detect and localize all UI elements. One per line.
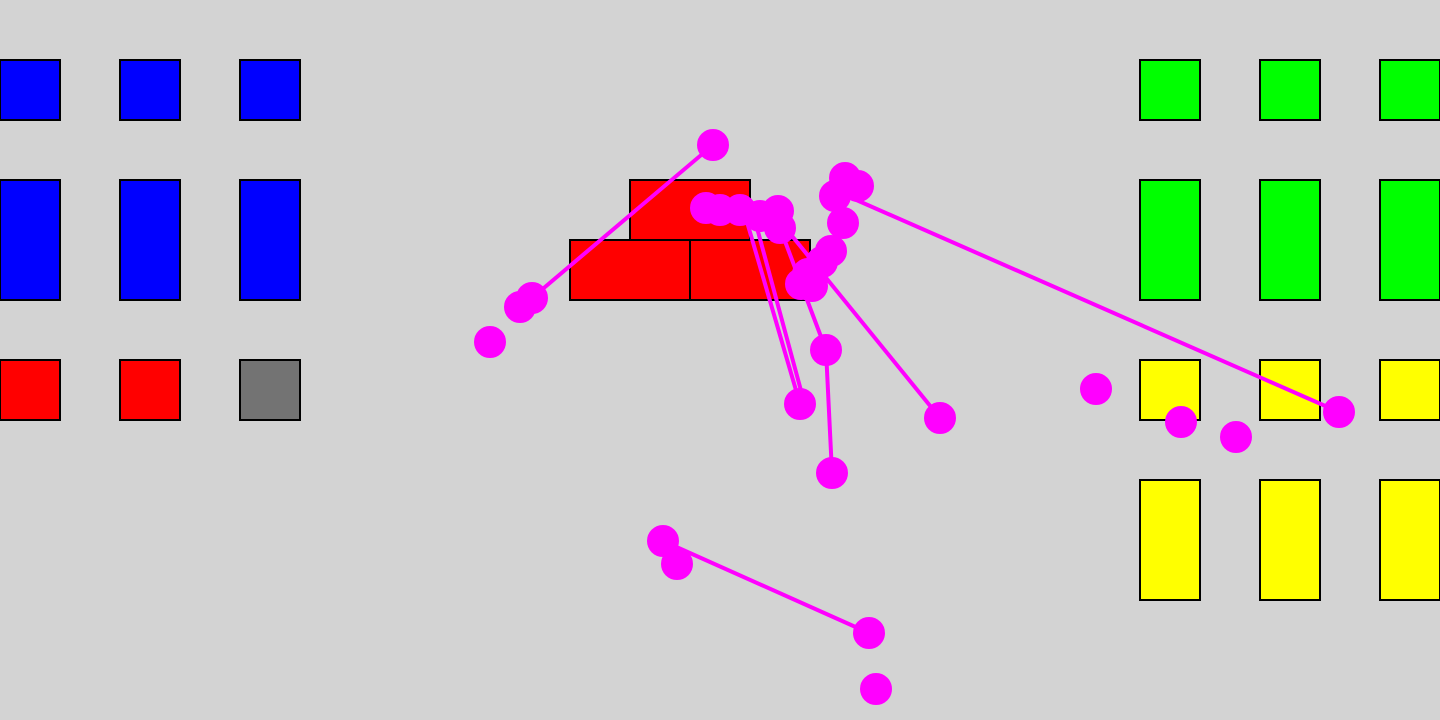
trace-point <box>784 388 816 420</box>
palette-tile-green-tall-3[interactable] <box>1379 179 1440 301</box>
trace-point <box>860 673 892 705</box>
trace-point <box>1323 396 1355 428</box>
trace-segment <box>743 213 802 406</box>
trace-point <box>796 270 828 302</box>
palette-tile-blue-small-2[interactable] <box>119 59 181 121</box>
trace-point <box>1080 373 1112 405</box>
trace-point <box>647 525 679 557</box>
palette-tile-yellow-tall-1[interactable] <box>1139 479 1201 601</box>
trace-segment <box>530 143 715 300</box>
palette-tile-blue-small-1[interactable] <box>0 59 61 121</box>
trace-point <box>661 548 693 580</box>
palette-left <box>0 59 301 421</box>
palette-tile-green-tall-1[interactable] <box>1139 179 1201 301</box>
palette-tile-green-small-1[interactable] <box>1139 59 1201 121</box>
palette-tile-green-small-3[interactable] <box>1379 59 1440 121</box>
trace-point <box>1220 421 1252 453</box>
palette-tile-blue-tall-3[interactable] <box>239 179 301 301</box>
trace-point <box>810 334 842 366</box>
palette-tile-gray-small-1[interactable] <box>239 359 301 421</box>
palette-tile-blue-small-3[interactable] <box>239 59 301 121</box>
trace-point <box>504 291 536 323</box>
palette-tile-yellow-small-3[interactable] <box>1379 359 1440 421</box>
trace-segment <box>824 348 834 475</box>
trace-point <box>827 207 859 239</box>
trace-point <box>1165 406 1197 438</box>
trace-point <box>819 180 851 212</box>
trace-segment <box>773 213 942 420</box>
trace-segment <box>661 539 871 635</box>
trace-segment <box>843 193 1341 414</box>
trace-point <box>853 617 885 649</box>
palette-tile-red-small-1[interactable] <box>0 359 61 421</box>
trace-segment <box>751 211 805 400</box>
palette-tile-yellow-tall-3[interactable] <box>1379 479 1440 601</box>
pointer-trace <box>474 129 1355 705</box>
palette-tile-green-tall-2[interactable] <box>1259 179 1321 301</box>
palette-right <box>1139 59 1440 601</box>
trace-point <box>474 326 506 358</box>
palette-tile-red-small-2[interactable] <box>119 359 181 421</box>
trace-point <box>697 129 729 161</box>
palette-tile-blue-tall-1[interactable] <box>0 179 61 301</box>
trace-point <box>816 457 848 489</box>
palette-tile-yellow-tall-2[interactable] <box>1259 479 1321 601</box>
palette-tile-blue-tall-2[interactable] <box>119 179 181 301</box>
palette-tile-yellow-small-2[interactable] <box>1259 359 1321 421</box>
palette-tile-green-small-2[interactable] <box>1259 59 1321 121</box>
trace-point <box>764 212 796 244</box>
trace-point <box>924 402 956 434</box>
